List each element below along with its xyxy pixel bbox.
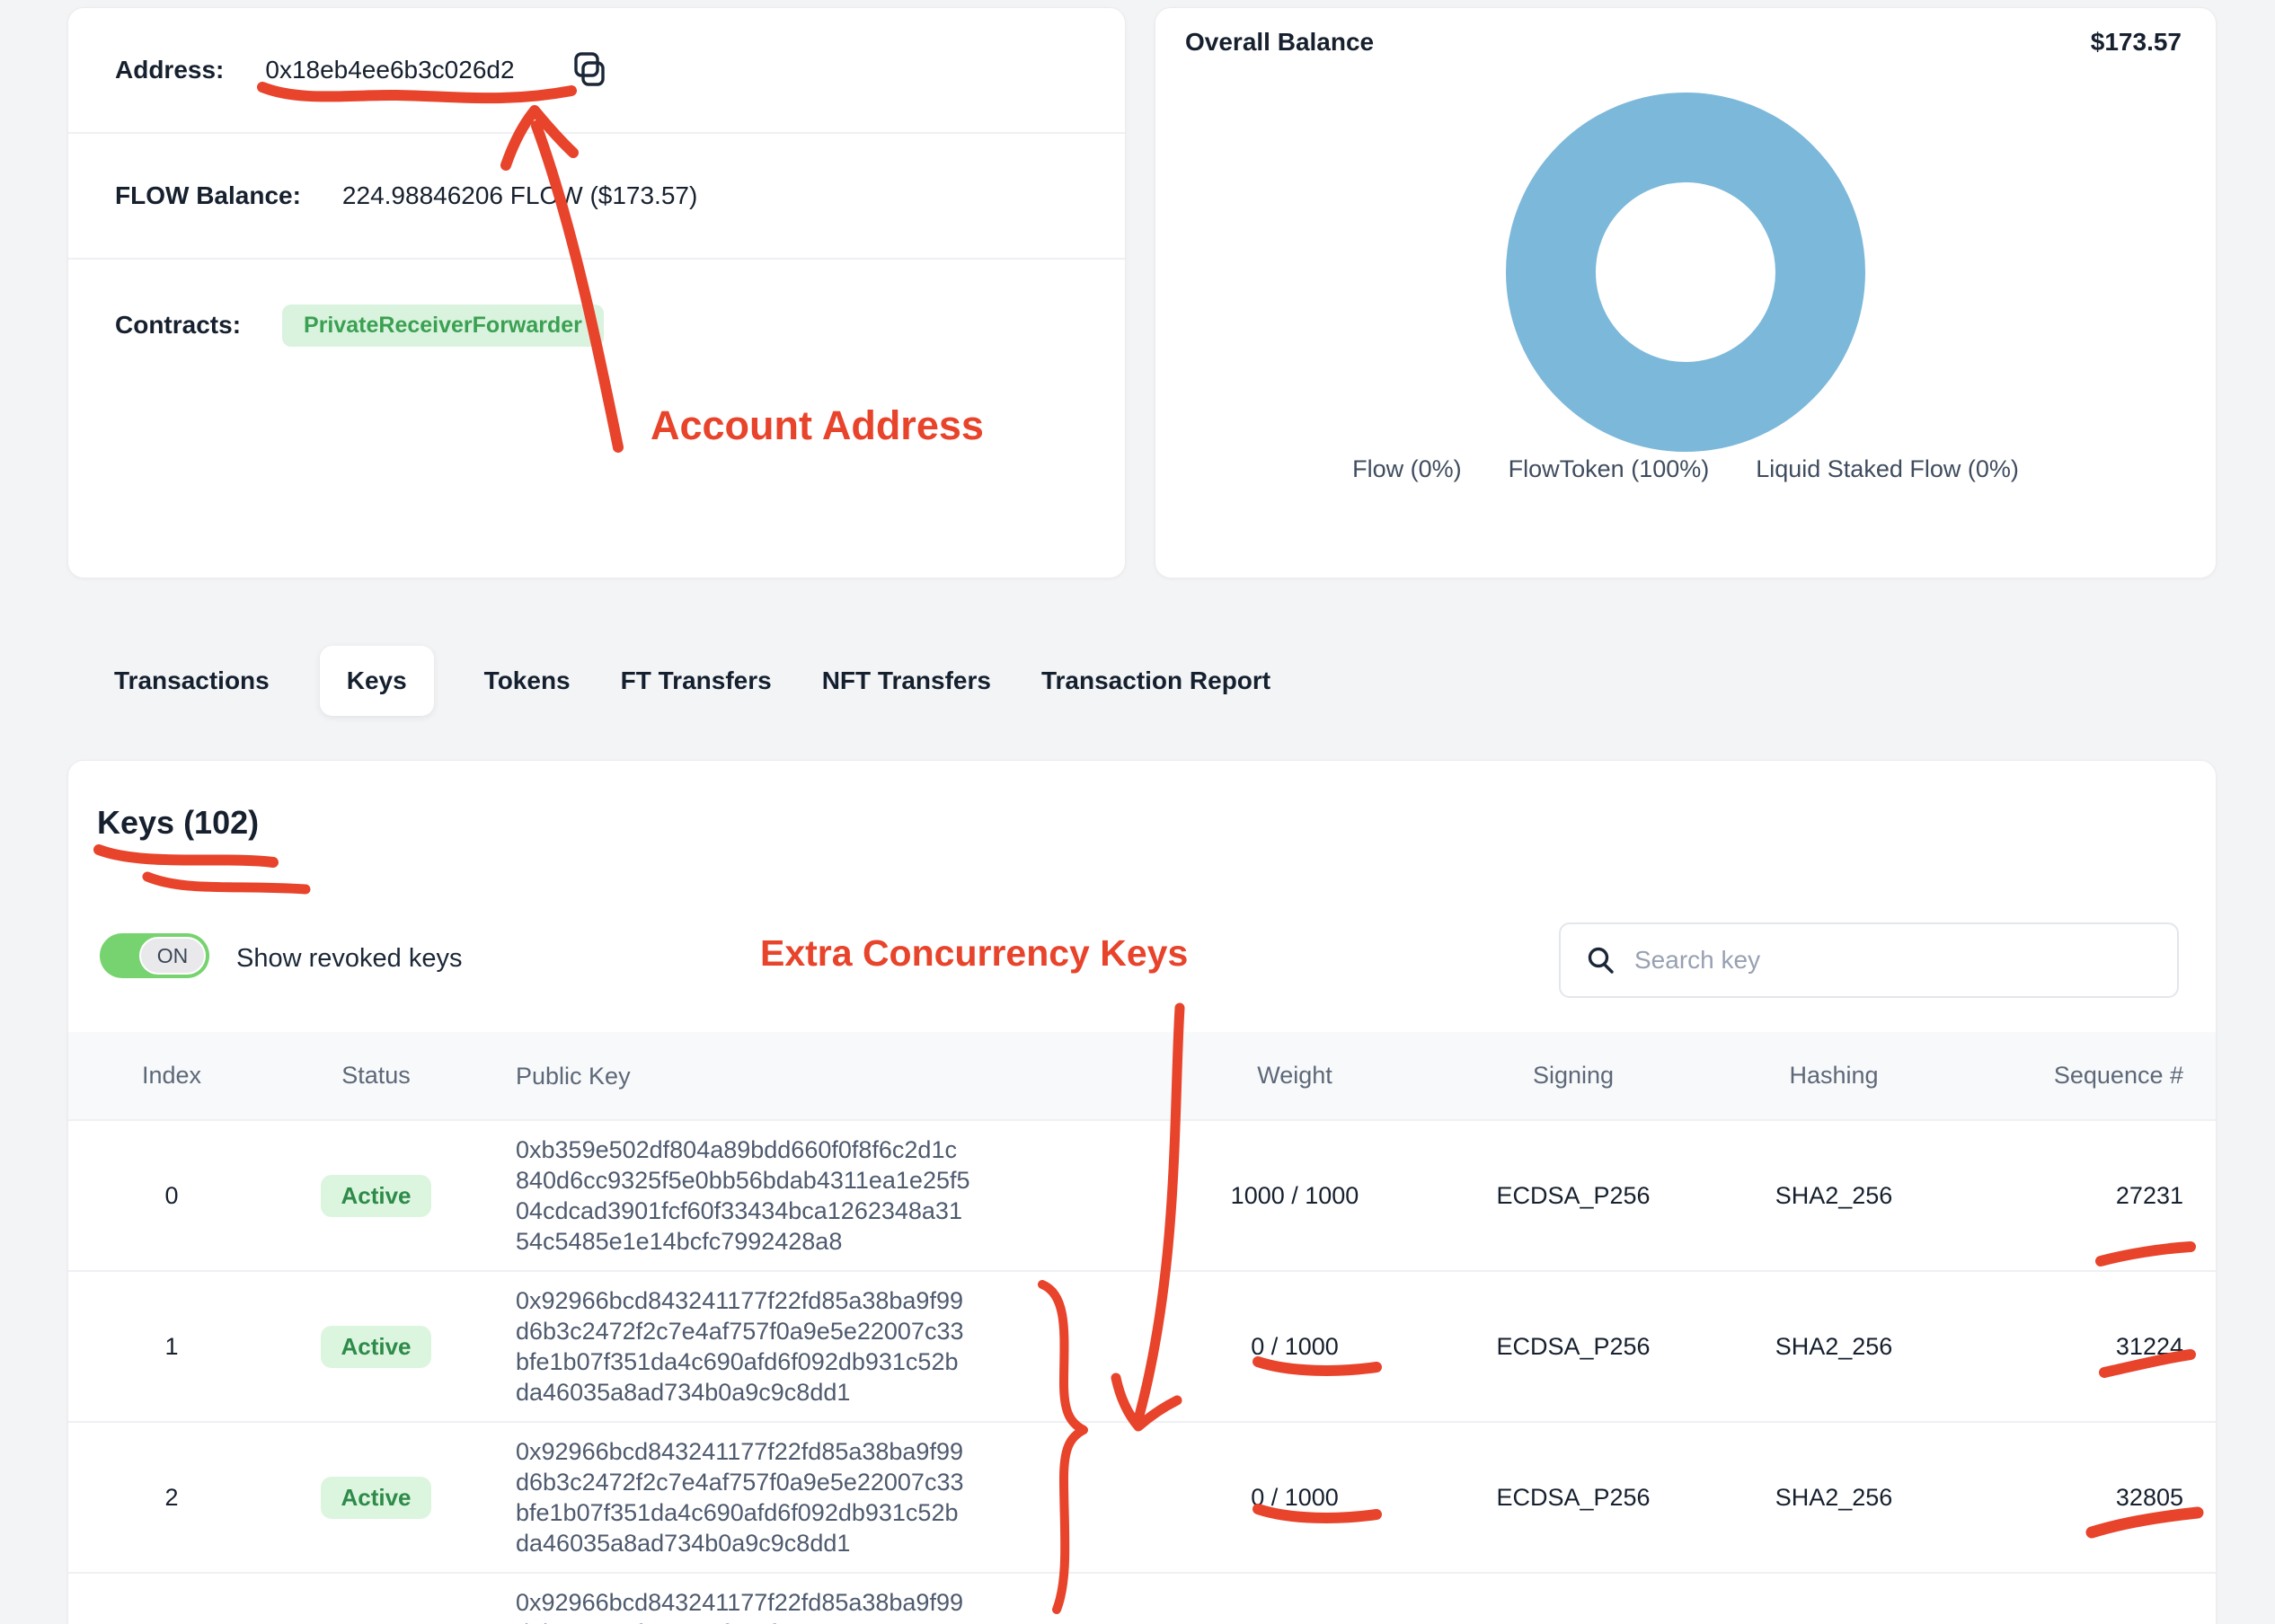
copy-address-button[interactable] — [567, 49, 610, 92]
cell-signing: ECDSA_P256 — [1496, 1181, 1651, 1209]
table-row: 1 Active 0x92966bcd843241177f22fd85a38ba… — [68, 1270, 2216, 1421]
col-header-hashing: Hashing — [1789, 1062, 1879, 1089]
keys-panel: Keys (102) ON Show revoked keys Index St… — [67, 760, 2217, 1624]
keys-controls: ON Show revoked keys — [68, 922, 2216, 1000]
cell-index: 0 — [164, 1181, 179, 1209]
cell-sequence: 31224 — [2115, 1332, 2183, 1360]
cell-hashing: SHA2_256 — [1775, 1483, 1893, 1511]
overall-balance-card: Overall Balance $173.57 Flow (0%) FlowTo… — [1155, 7, 2217, 578]
tab-nft-transfers[interactable]: NFT Transfers — [821, 666, 991, 694]
table-row: 3 Active 0x92966bcd843241177f22fd85a38ba… — [68, 1572, 2216, 1624]
table-row: 0 Active 0xb359e502df804a89bdd660f0f8f6c… — [68, 1119, 2216, 1270]
search-icon — [1588, 947, 1614, 974]
address-value: 0x18eb4ee6b3c026d2 — [265, 56, 515, 84]
contracts-row: Contracts: PrivateReceiverForwarder — [68, 258, 1125, 578]
tab-tokens[interactable]: Tokens — [483, 666, 571, 694]
donut-segment-flowtoken — [1506, 93, 1865, 452]
tab-transaction-report[interactable]: Transaction Report — [1040, 666, 1271, 694]
tab-transactions[interactable]: Transactions — [114, 666, 270, 694]
cell-public-key: 0x92966bcd843241177f22fd85a38ba9f99 d6b3… — [516, 1287, 964, 1406]
balance-donut-chart — [1501, 88, 1870, 456]
copy-icon — [573, 52, 605, 86]
status-badge: Active — [321, 1476, 431, 1519]
tab-keys[interactable]: Keys — [319, 646, 434, 716]
key-search — [1559, 922, 2179, 998]
keys-table-header: Index Status Public Key Weight Signing H… — [68, 1032, 2216, 1119]
cell-public-key: 0x92966bcd843241177f22fd85a38ba9f99 d6b3… — [516, 1589, 963, 1624]
cell-index: 2 — [164, 1483, 179, 1511]
toggle-knob: ON — [139, 937, 206, 975]
donut-legend: Flow (0%) FlowToken (100%) Liquid Staked… — [1155, 455, 2216, 483]
overall-balance-total: $173.57 — [2090, 28, 2182, 56]
status-badge: Active — [321, 1325, 431, 1368]
cell-sequence: 27231 — [2115, 1181, 2183, 1209]
col-header-status: Status — [341, 1062, 411, 1089]
flow-balance-row: FLOW Balance: 224.98846206 FLOW ($173.57… — [68, 132, 1125, 258]
cell-public-key: 0x92966bcd843241177f22fd85a38ba9f99 d6b3… — [516, 1438, 964, 1557]
legend-item-liquid-staked-flow: Liquid Staked Flow (0%) — [1756, 455, 2019, 482]
address-row: Address: 0x18eb4ee6b3c026d2 — [68, 8, 1125, 132]
cell-weight: 1000 / 1000 — [1230, 1181, 1359, 1209]
account-summary-card: Address: 0x18eb4ee6b3c026d2 FLOW Balance… — [67, 7, 1126, 578]
cell-public-key: 0xb359e502df804a89bdd660f0f8f6c2d1c 840d… — [516, 1136, 970, 1255]
cell-index: 1 — [164, 1332, 179, 1360]
tab-bar: Transactions Keys Tokens FT Transfers NF… — [114, 646, 1270, 716]
cell-signing: ECDSA_P256 — [1496, 1483, 1651, 1511]
tab-ft-transfers[interactable]: FT Transfers — [620, 666, 772, 694]
overall-balance-title: Overall Balance — [1185, 28, 1375, 56]
show-revoked-keys-label: Show revoked keys — [236, 944, 463, 973]
col-header-index: Index — [141, 1062, 202, 1089]
cell-weight: 0 / 1000 — [1251, 1332, 1339, 1360]
address-label: Address: — [115, 56, 225, 84]
cell-sequence: 32805 — [2115, 1483, 2183, 1511]
contracts-label: Contracts: — [115, 311, 242, 339]
cell-hashing: SHA2_256 — [1775, 1332, 1893, 1360]
keys-table: Index Status Public Key Weight Signing H… — [68, 1032, 2216, 1624]
table-row: 2 Active 0x92966bcd843241177f22fd85a38ba… — [68, 1421, 2216, 1572]
flow-balance-label: FLOW Balance: — [115, 181, 301, 209]
col-header-signing: Signing — [1532, 1062, 1615, 1089]
col-header-sequence: Sequence # — [2053, 1062, 2183, 1089]
cell-signing: ECDSA_P256 — [1496, 1332, 1651, 1360]
status-badge: Active — [321, 1174, 431, 1217]
col-header-weight: Weight — [1257, 1062, 1332, 1089]
show-revoked-keys-toggle[interactable]: ON — [100, 933, 209, 978]
search-key-input[interactable] — [1633, 945, 2177, 975]
contract-badge[interactable]: PrivateReceiverForwarder — [282, 304, 604, 347]
flow-balance-value: 224.98846206 FLOW ($173.57) — [341, 181, 698, 209]
cell-hashing: SHA2_256 — [1775, 1181, 1893, 1209]
keys-heading: Keys (102) — [97, 804, 260, 841]
col-header-public-key: Public Key — [516, 1062, 631, 1090]
cell-weight: 0 / 1000 — [1251, 1483, 1339, 1511]
legend-item-flowtoken: FlowToken (100%) — [1508, 455, 1710, 482]
legend-item-flow: Flow (0%) — [1352, 455, 1462, 482]
